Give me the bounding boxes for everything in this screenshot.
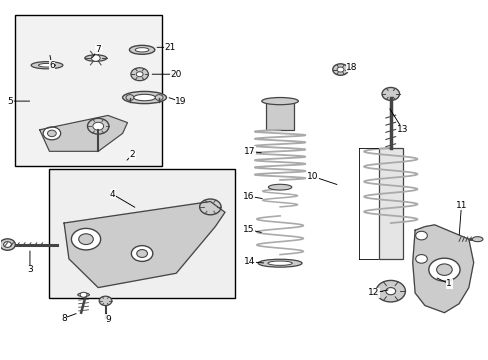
Ellipse shape [258, 259, 302, 267]
Ellipse shape [122, 91, 166, 104]
Text: 19: 19 [175, 97, 186, 106]
Ellipse shape [78, 293, 89, 297]
Circle shape [80, 292, 87, 297]
Text: 11: 11 [455, 201, 466, 210]
Text: 5: 5 [7, 96, 13, 105]
Text: 12: 12 [367, 288, 379, 297]
Polygon shape [412, 225, 473, 313]
Text: 4: 4 [110, 190, 116, 199]
Ellipse shape [471, 237, 482, 242]
Text: 9: 9 [105, 315, 111, 324]
Text: 1: 1 [446, 279, 451, 288]
Circle shape [0, 239, 15, 250]
Circle shape [385, 288, 395, 295]
Text: 14: 14 [243, 257, 255, 266]
Circle shape [155, 95, 163, 100]
Ellipse shape [39, 63, 56, 67]
Text: 21: 21 [164, 43, 176, 52]
Text: 7: 7 [95, 45, 101, 54]
Text: 18: 18 [346, 63, 357, 72]
Text: 6: 6 [49, 61, 55, 70]
Bar [266, 101, 293, 130]
Circle shape [43, 127, 61, 140]
Circle shape [87, 118, 109, 134]
Circle shape [137, 249, 147, 257]
Circle shape [3, 242, 11, 247]
Text: 10: 10 [306, 172, 318, 181]
Ellipse shape [133, 94, 155, 101]
Circle shape [79, 234, 93, 244]
Circle shape [126, 95, 134, 100]
Ellipse shape [268, 184, 291, 190]
Text: 13: 13 [396, 125, 408, 134]
Circle shape [332, 64, 347, 75]
Text: 17: 17 [243, 147, 255, 156]
Circle shape [436, 264, 451, 275]
Circle shape [93, 122, 103, 130]
Bar [49, 169, 234, 298]
Circle shape [336, 67, 343, 72]
Ellipse shape [31, 62, 63, 69]
Circle shape [415, 231, 427, 240]
Text: 15: 15 [242, 225, 254, 234]
Circle shape [71, 228, 101, 250]
Circle shape [199, 199, 221, 215]
Bar [15, 15, 161, 166]
Circle shape [47, 130, 56, 136]
Circle shape [99, 296, 112, 306]
Text: 20: 20 [170, 70, 182, 79]
Circle shape [381, 87, 399, 100]
Circle shape [415, 255, 427, 263]
Ellipse shape [261, 98, 298, 105]
Ellipse shape [84, 55, 106, 61]
Bar [378, 148, 402, 259]
Circle shape [91, 55, 100, 61]
Circle shape [131, 68, 148, 81]
Text: 8: 8 [61, 314, 67, 323]
Polygon shape [64, 202, 224, 288]
Ellipse shape [267, 261, 292, 265]
Circle shape [428, 258, 459, 281]
Ellipse shape [135, 48, 149, 52]
Circle shape [375, 280, 405, 302]
Text: 3: 3 [27, 265, 33, 274]
Circle shape [136, 72, 143, 77]
Text: 16: 16 [242, 192, 254, 201]
Ellipse shape [129, 45, 155, 54]
Circle shape [131, 246, 153, 261]
Text: 2: 2 [129, 150, 135, 159]
Polygon shape [40, 116, 127, 151]
